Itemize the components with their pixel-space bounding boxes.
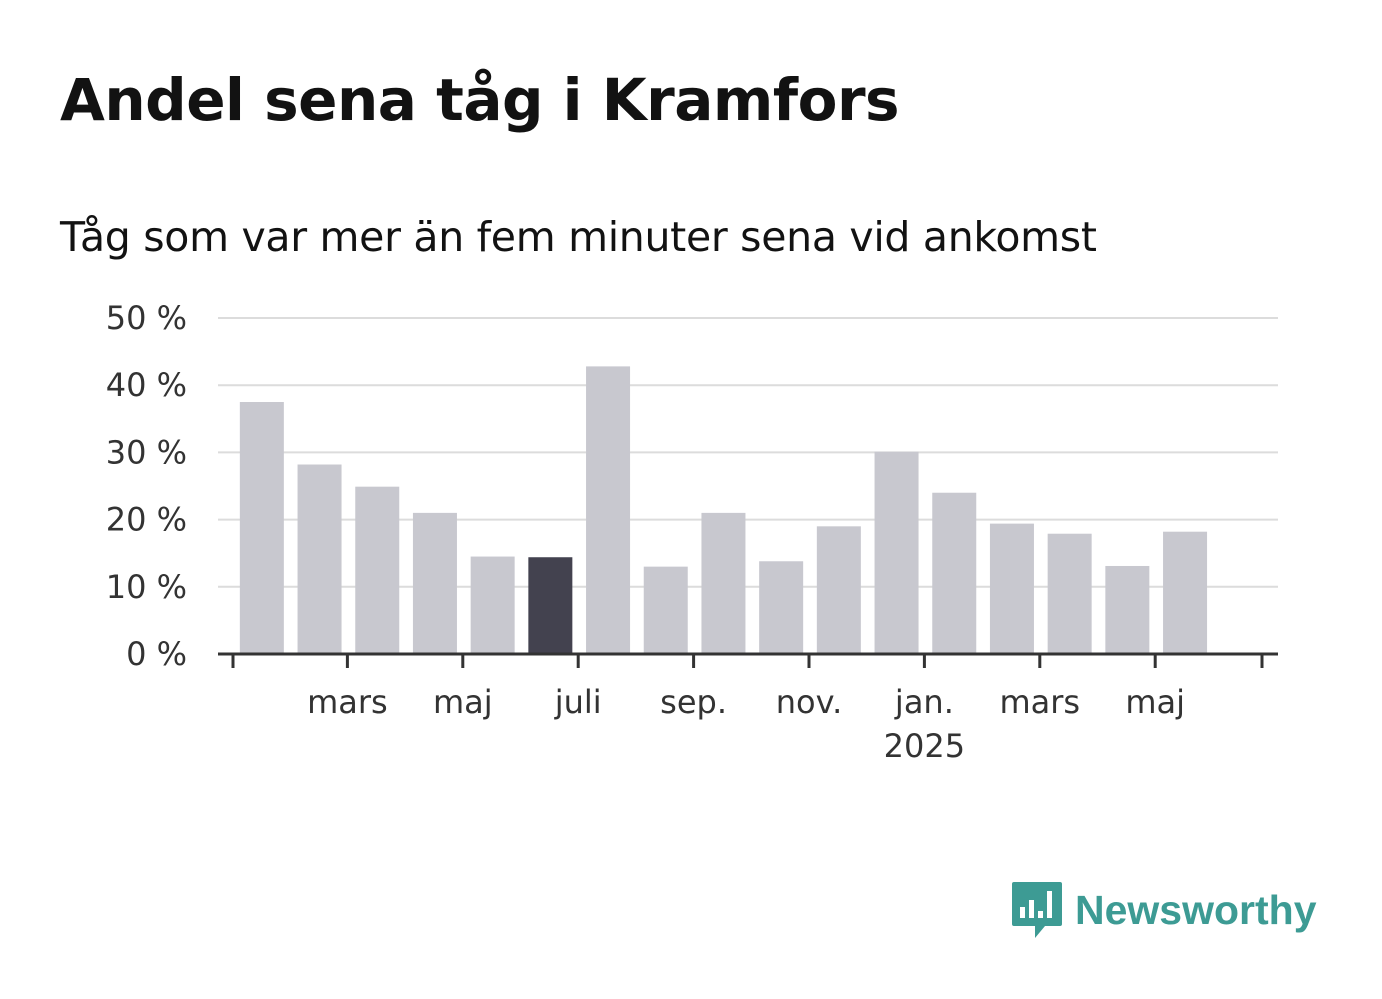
y-tick-label: 10 % xyxy=(106,568,187,606)
x-tick-label: maj xyxy=(433,683,493,721)
bars xyxy=(239,366,1208,654)
bar xyxy=(816,526,861,654)
bar xyxy=(643,566,688,654)
y-tick-label: 20 % xyxy=(106,501,187,539)
bar xyxy=(1105,565,1150,654)
bar xyxy=(701,512,746,654)
bar xyxy=(1163,531,1208,654)
bar xyxy=(989,523,1034,654)
bar xyxy=(412,512,457,654)
bar xyxy=(297,464,342,654)
x-tick-label: mars xyxy=(307,683,388,721)
x-tick-label: juli xyxy=(554,683,602,721)
bar xyxy=(874,451,919,654)
bar xyxy=(759,561,804,654)
x-axis xyxy=(218,652,1278,668)
y-tick-label: 30 % xyxy=(106,433,187,471)
bar xyxy=(528,557,573,654)
x-tick-label: nov. xyxy=(776,683,842,721)
bar xyxy=(932,492,977,654)
y-tick-label: 50 % xyxy=(106,299,187,337)
x-tick-label: mars xyxy=(999,683,1080,721)
chart-subtitle: Tåg som var mer än fem minuter sena vid … xyxy=(60,213,1097,261)
x-tick-label: maj xyxy=(1125,683,1185,721)
x-tick-label: jan. xyxy=(894,683,954,721)
x-tick-year-label: 2025 xyxy=(884,727,965,765)
chart-title: Andel sena tåg i Kramfors xyxy=(60,66,900,134)
x-axis-labels: mars maj juli sep. nov. jan. 2025 mars maj xyxy=(307,683,1185,765)
bar xyxy=(1047,533,1092,654)
bar xyxy=(239,402,284,654)
y-tick-label: 0 % xyxy=(126,635,187,673)
bar xyxy=(470,556,515,654)
y-axis-labels: 0 % 10 % 20 % 30 % 40 % 50 % xyxy=(106,299,187,673)
x-tick-label: sep. xyxy=(660,683,727,721)
newsworthy-logo-icon xyxy=(1012,882,1062,938)
bar xyxy=(586,366,631,654)
newsworthy-logo: Newsworthy xyxy=(1011,880,1317,940)
y-tick-label: 40 % xyxy=(106,366,187,404)
bar-chart: 0 % 10 % 20 % 30 % 40 % 50 % mars maj juli sep. n… xyxy=(106,299,1278,765)
newsworthy-wordmark: Newsworthy xyxy=(1075,886,1317,933)
bar xyxy=(355,486,400,654)
